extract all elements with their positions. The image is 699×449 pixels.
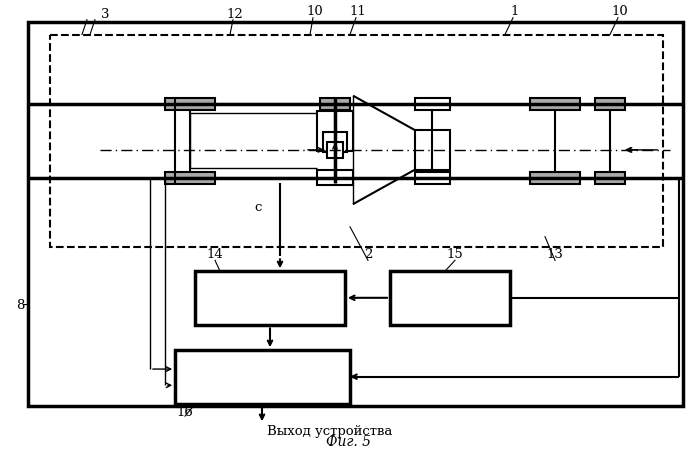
- Bar: [320, 172, 350, 185]
- Bar: [327, 142, 343, 158]
- Text: c: c: [254, 201, 261, 214]
- Text: 8: 8: [16, 299, 24, 312]
- Bar: [317, 170, 353, 185]
- Bar: [595, 172, 625, 185]
- Text: 13: 13: [547, 248, 563, 261]
- Bar: [415, 130, 450, 170]
- Bar: [390, 271, 510, 326]
- Bar: [323, 132, 347, 152]
- Text: Выход устройства: Выход устройства: [267, 425, 393, 438]
- Bar: [28, 22, 683, 406]
- Text: Фиг. 5: Фиг. 5: [326, 435, 371, 449]
- Text: 10: 10: [307, 5, 324, 18]
- Bar: [415, 172, 450, 185]
- Bar: [530, 172, 580, 185]
- Bar: [175, 350, 350, 404]
- Bar: [595, 97, 625, 110]
- Bar: [165, 97, 215, 110]
- Text: 2: 2: [363, 248, 372, 261]
- Bar: [165, 172, 215, 185]
- Text: 3: 3: [101, 8, 109, 21]
- Text: 15: 15: [447, 248, 463, 261]
- Text: 12: 12: [226, 8, 243, 21]
- Bar: [50, 35, 663, 247]
- Bar: [317, 111, 353, 151]
- Text: 14: 14: [207, 248, 224, 261]
- Bar: [530, 97, 580, 110]
- Text: 16: 16: [177, 406, 194, 419]
- Bar: [195, 271, 345, 326]
- Text: 11: 11: [350, 5, 366, 18]
- Bar: [415, 97, 450, 110]
- Text: 1: 1: [511, 5, 519, 18]
- Bar: [320, 97, 350, 110]
- Text: 10: 10: [612, 5, 628, 18]
